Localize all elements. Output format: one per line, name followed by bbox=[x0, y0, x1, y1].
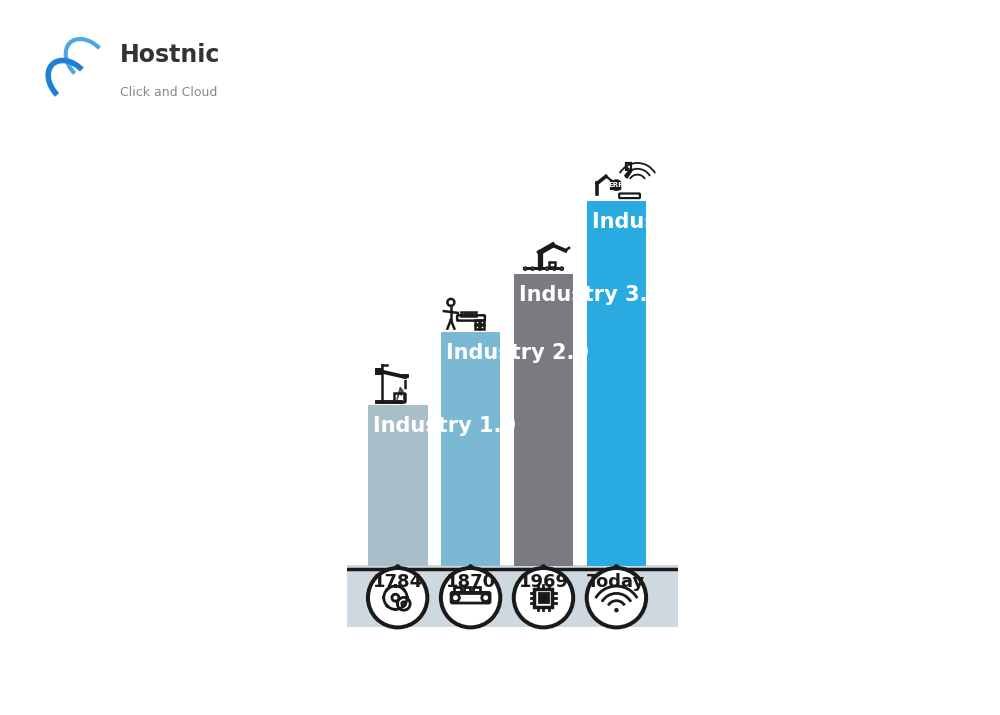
Text: Industry 3.0: Industry 3.0 bbox=[519, 285, 662, 305]
Bar bbox=[394, 584, 397, 588]
Bar bbox=[375, 368, 383, 375]
Text: 1784: 1784 bbox=[373, 573, 423, 591]
Circle shape bbox=[439, 566, 502, 629]
Bar bbox=[539, 593, 548, 602]
Bar bbox=[343, 565, 682, 627]
Bar bbox=[368, 405, 428, 566]
Bar bbox=[587, 201, 646, 566]
Bar bbox=[461, 312, 465, 316]
Bar bbox=[475, 320, 479, 324]
Bar bbox=[454, 586, 461, 593]
Text: Click and Cloud: Click and Cloud bbox=[120, 86, 217, 99]
Circle shape bbox=[366, 566, 429, 629]
Bar bbox=[405, 596, 409, 599]
Circle shape bbox=[516, 570, 571, 626]
Bar bbox=[394, 393, 404, 402]
Bar bbox=[385, 587, 389, 592]
Circle shape bbox=[538, 267, 541, 270]
Bar bbox=[394, 608, 397, 611]
Bar bbox=[401, 587, 406, 592]
Circle shape bbox=[538, 251, 541, 254]
Circle shape bbox=[370, 570, 425, 626]
Bar bbox=[475, 325, 479, 329]
Circle shape bbox=[553, 267, 556, 270]
Text: Hostnic: Hostnic bbox=[120, 43, 220, 67]
Ellipse shape bbox=[614, 565, 619, 572]
Circle shape bbox=[605, 175, 607, 177]
Circle shape bbox=[512, 566, 575, 629]
Bar bbox=[405, 596, 409, 600]
Bar bbox=[441, 332, 500, 566]
Circle shape bbox=[551, 244, 554, 247]
Bar bbox=[382, 596, 385, 599]
Circle shape bbox=[585, 566, 648, 629]
Text: Industry 2.0: Industry 2.0 bbox=[446, 343, 589, 363]
Bar bbox=[401, 603, 406, 608]
Bar bbox=[409, 603, 411, 605]
Bar bbox=[467, 312, 470, 316]
Ellipse shape bbox=[541, 565, 546, 572]
Bar bbox=[534, 588, 552, 607]
Text: 1870: 1870 bbox=[446, 573, 496, 591]
Bar bbox=[405, 608, 409, 611]
Ellipse shape bbox=[395, 565, 400, 572]
Text: Today: Today bbox=[587, 573, 646, 591]
Circle shape bbox=[589, 570, 644, 626]
Bar bbox=[396, 603, 399, 605]
Circle shape bbox=[564, 249, 567, 252]
Circle shape bbox=[443, 570, 498, 626]
Bar bbox=[523, 267, 564, 270]
Bar bbox=[480, 320, 484, 324]
Polygon shape bbox=[397, 388, 403, 400]
Bar bbox=[549, 262, 555, 267]
Text: ERP: ERP bbox=[608, 182, 623, 189]
Bar bbox=[514, 274, 573, 566]
Circle shape bbox=[560, 267, 563, 270]
Bar bbox=[399, 596, 402, 600]
Circle shape bbox=[524, 267, 527, 270]
Bar bbox=[464, 586, 470, 593]
Bar bbox=[473, 586, 480, 593]
Text: Industry 4.0: Industry 4.0 bbox=[592, 212, 734, 232]
Bar bbox=[472, 312, 476, 316]
Circle shape bbox=[545, 267, 549, 270]
Text: Industry 1.0: Industry 1.0 bbox=[373, 416, 516, 436]
Bar bbox=[385, 603, 389, 608]
Text: 1969: 1969 bbox=[518, 573, 568, 591]
Ellipse shape bbox=[468, 565, 473, 572]
Bar bbox=[399, 608, 402, 611]
Circle shape bbox=[614, 608, 619, 612]
Bar bbox=[626, 163, 631, 170]
Bar bbox=[611, 182, 620, 189]
Circle shape bbox=[531, 267, 534, 270]
Bar bbox=[480, 325, 484, 329]
